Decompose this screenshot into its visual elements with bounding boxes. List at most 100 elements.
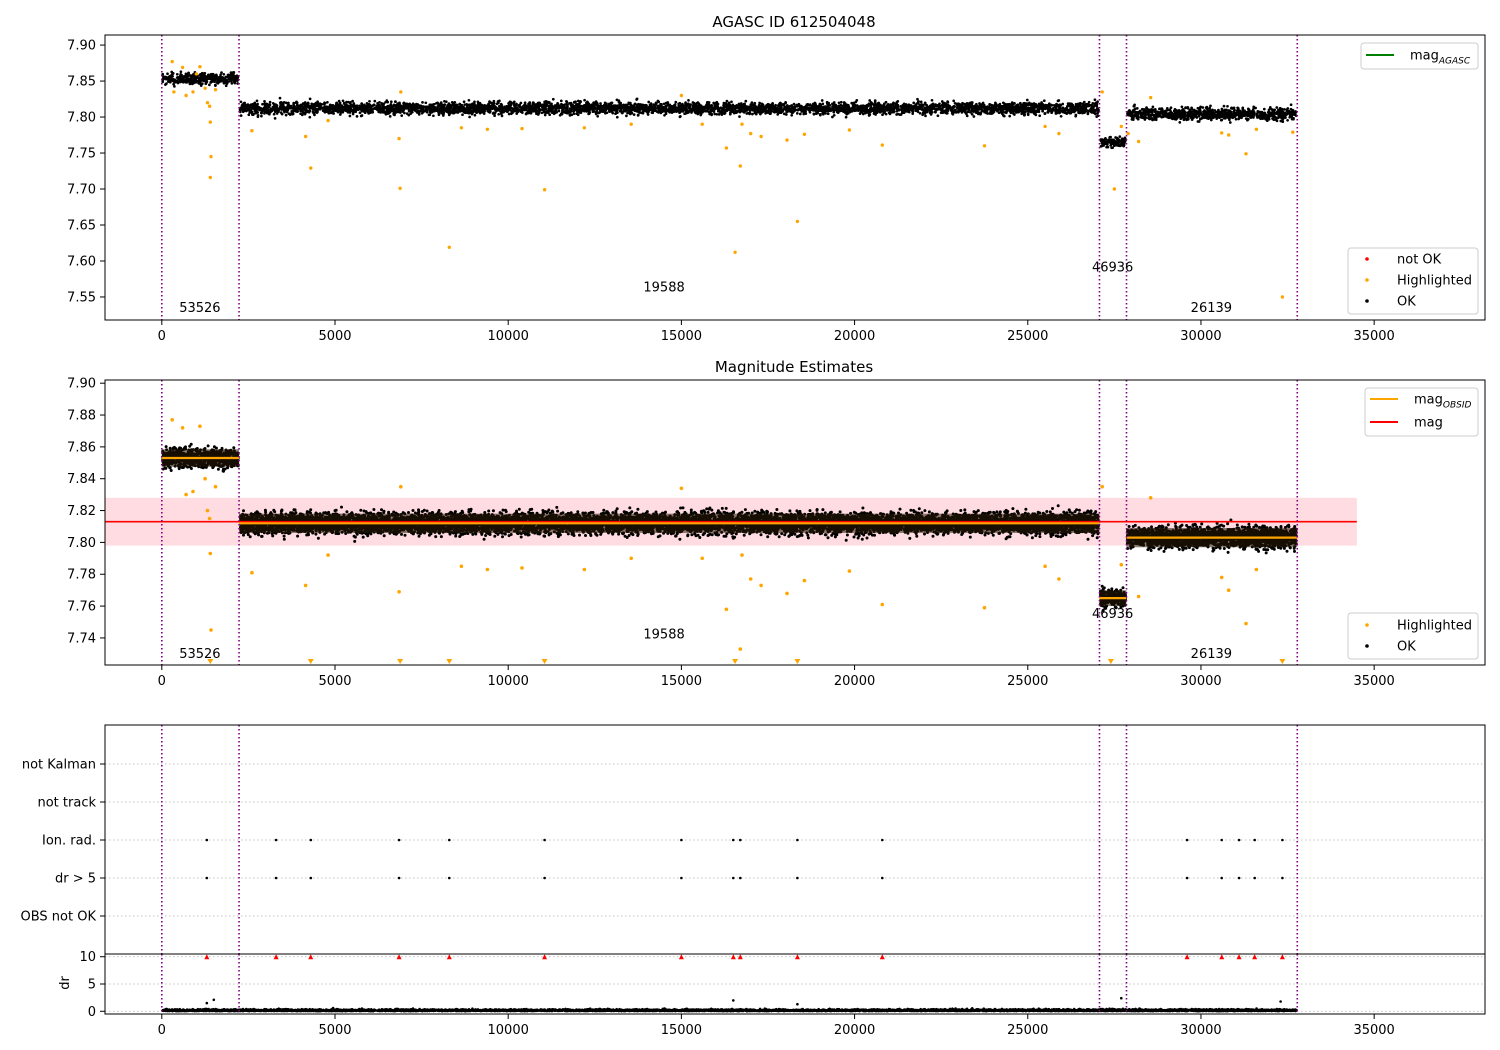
panel-agasc-ok-point (578, 104, 582, 108)
panel-agasc-ok-point (341, 99, 345, 103)
panel-agasc-ok-point (568, 111, 572, 114)
panel-agasc-ok-point (938, 102, 941, 106)
panel-agasc-ok-point (576, 99, 580, 103)
panel-agasc-ok-point (596, 114, 600, 118)
panel-agasc-ok-point (231, 78, 235, 81)
panel-agasc-ok-point (1016, 108, 1020, 111)
panel-agasc-ok-point (441, 114, 445, 117)
panel-agasc-ok-point (254, 111, 258, 115)
panel-agasc-ok-point (278, 96, 282, 100)
panel-agasc-ok-point (825, 109, 829, 113)
panel-agasc-ok-point (920, 105, 924, 109)
panel-agasc-ok-point (387, 105, 390, 109)
panel-agasc-ok-point (507, 106, 511, 110)
panel-agasc-ok-point (388, 115, 392, 118)
panel-agasc-ok-point (267, 108, 270, 112)
panel-agasc-ok-point (386, 110, 390, 114)
panel-agasc-ok-point (307, 110, 311, 114)
panel-agasc-ok-point (1026, 113, 1030, 117)
panel-agasc-ok-point (978, 103, 982, 107)
panel-agasc-ok-point (488, 100, 491, 103)
panel-agasc-ok-point (805, 107, 809, 111)
panel-agasc-ok-point (184, 80, 188, 83)
panel-agasc-ok-point (590, 103, 594, 107)
panel-agasc-ok-point (691, 107, 695, 111)
panel-agasc-ok-point (326, 100, 329, 104)
panel-agasc-ok-point (252, 112, 255, 116)
panel-agasc-ok-point (1030, 106, 1034, 110)
panel-agasc-ok-point (808, 103, 812, 107)
panel-agasc-ok-point (930, 98, 934, 102)
panel-agasc-ok-point (463, 103, 467, 106)
panel-agasc-ok-point (853, 103, 857, 107)
panel-agasc-ok-point (449, 105, 452, 109)
panel-agasc-ok-point (674, 100, 678, 104)
panel-agasc-ok-point (1092, 104, 1096, 108)
panel-agasc-ok-point (230, 82, 234, 85)
panel-agasc-ok-point (570, 105, 574, 109)
panel-agasc-ok-point (373, 99, 377, 103)
panel-agasc-ok-point (558, 113, 562, 117)
panel-agasc-ok-point (389, 100, 393, 104)
panel-agasc-ok-point (248, 108, 251, 112)
panel-agasc-ok-point (575, 103, 578, 107)
panel-agasc-ok-point (615, 115, 619, 119)
panel-agasc-ok-point (351, 112, 355, 116)
panel-agasc-ok-point (645, 108, 649, 112)
panel-agasc-ok-point (974, 111, 978, 114)
panel-agasc-ok-point (976, 107, 980, 111)
panel-agasc-ok-point (270, 109, 274, 113)
panel-agasc-ok-point (280, 107, 284, 110)
panel-agasc-ok-point (525, 111, 529, 115)
panel-agasc-ok-point (936, 104, 939, 108)
panel-agasc-ok-point (235, 76, 239, 80)
panel-agasc-ok-point (574, 105, 577, 109)
panel-agasc-ok-point (172, 82, 175, 86)
panel-agasc-ok-point (550, 111, 554, 114)
panel-agasc-ok-point (987, 106, 991, 110)
panel-agasc-ok-point (619, 109, 623, 112)
panel-agasc-ok-point (769, 107, 773, 111)
panel-agasc-ok-point (1037, 110, 1041, 114)
panel-agasc-ok-point (327, 107, 331, 110)
panel-agasc-ok-point (916, 110, 920, 114)
panel-agasc-ok-point (368, 99, 371, 103)
panel-agasc-ok-point (733, 110, 737, 114)
panel-agasc-ok-point (227, 79, 231, 83)
panel-agasc-ok-point (1109, 135, 1112, 139)
panel-agasc-ok-point (363, 111, 367, 115)
panel-agasc-ok-point (960, 104, 964, 108)
panel-agasc-ok-point (1087, 103, 1091, 107)
panel-agasc-ok-point (531, 106, 535, 109)
panel-agasc-ok-point (548, 113, 552, 117)
panel-agasc-ok-point (428, 113, 432, 117)
panel-agasc-ok-point (797, 102, 801, 106)
panel-agasc-ok-point (723, 103, 727, 107)
panel-agasc-ok-point (204, 81, 208, 84)
panel-agasc-ok-point (273, 117, 277, 120)
panel-agasc-ok-point (869, 109, 873, 112)
panel-agasc-ok-point (821, 109, 825, 112)
panel-agasc-ok-point (904, 109, 907, 112)
panel-agasc-ok-point (1019, 109, 1023, 112)
panel-agasc-ok-point (330, 104, 334, 107)
panel-agasc-ok-point (941, 107, 944, 111)
panel-agasc-ok-point (803, 111, 807, 115)
panel-agasc-ok-point (767, 108, 771, 111)
panel-agasc-ok-point (480, 109, 484, 113)
panel-agasc-ok-point (1058, 105, 1061, 109)
panel-agasc-ok-point (694, 111, 698, 115)
panel-agasc-ok-point (182, 80, 186, 83)
panel-agasc-ok-point (678, 107, 682, 110)
panel-agasc: AGASC ID 612504048 53526195884693626139 … (67, 13, 1486, 344)
panel-agasc-ok-point (256, 105, 259, 108)
panel-agasc-ok-point (916, 97, 919, 101)
panel-agasc-ok-point (219, 79, 222, 83)
panel-agasc-ok-point (752, 106, 755, 110)
panel-agasc-ok-point (787, 105, 791, 108)
panel-agasc-ok-point (285, 110, 289, 114)
panel-agasc-ok-point (1020, 112, 1024, 116)
panel-agasc-ok-point (577, 109, 581, 113)
panel-agasc-ok-point (592, 108, 595, 112)
panel-agasc-ok-point (323, 106, 326, 109)
